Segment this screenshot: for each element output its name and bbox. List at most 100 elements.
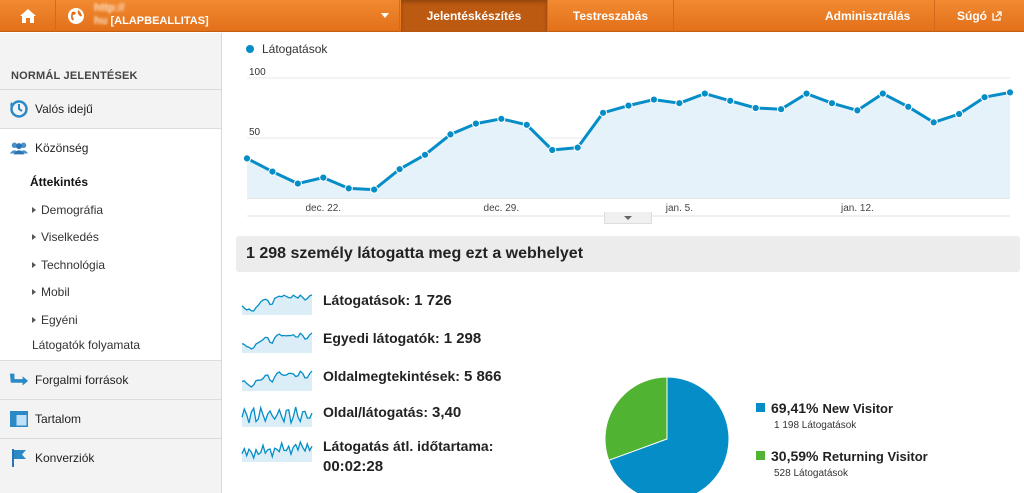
sparkline[interactable] bbox=[240, 363, 314, 391]
metric-value: 3,40 bbox=[432, 404, 462, 421]
data-point[interactable] bbox=[827, 99, 837, 108]
pie-slice-count: 528 Látogatások bbox=[774, 468, 848, 479]
data-point[interactable] bbox=[751, 103, 760, 113]
sparkline-area bbox=[242, 333, 312, 353]
x-tick-label: jan. 12. bbox=[840, 203, 874, 214]
data-point[interactable] bbox=[904, 102, 913, 111]
data-point[interactable] bbox=[370, 185, 379, 194]
sparkline-area bbox=[242, 295, 312, 315]
sparkline-line bbox=[241, 370, 313, 388]
home-button[interactable] bbox=[0, 0, 56, 32]
sidebar-subitem-visitors-flow[interactable]: Látogatók folyamata bbox=[32, 338, 141, 352]
sparkline[interactable] bbox=[240, 287, 314, 315]
top-nav-bar: http:// hu [ALAPBEALLITAS] Jelentéskészí… bbox=[0, 0, 1024, 32]
data-point[interactable] bbox=[777, 105, 786, 114]
traffic-arrow-icon bbox=[9, 370, 29, 390]
sparkline-line bbox=[241, 440, 313, 461]
metric-unique-visitors: Egyedi látogatók: 1 298 bbox=[240, 325, 500, 355]
sidebar-item-label: Közönség bbox=[35, 140, 89, 155]
tab-help[interactable]: Súgó bbox=[935, 0, 1024, 32]
flag-icon bbox=[9, 448, 29, 468]
metric-avg-visit-duration: Látogatás átl. időtartama: 00:02:28 bbox=[240, 434, 540, 482]
caret-right-icon bbox=[32, 261, 36, 268]
data-point[interactable] bbox=[497, 114, 506, 123]
data-point[interactable] bbox=[242, 154, 252, 163]
data-point[interactable] bbox=[268, 167, 277, 176]
data-point[interactable] bbox=[675, 99, 684, 108]
sidebar-item-traffic-sources[interactable]: Forgalmi források bbox=[0, 360, 221, 398]
sidebar-subitem-mobile[interactable]: Mobil bbox=[32, 285, 70, 299]
data-point[interactable] bbox=[624, 101, 633, 110]
data-point[interactable] bbox=[420, 150, 430, 159]
audience-icon bbox=[9, 138, 29, 158]
data-point[interactable] bbox=[471, 119, 480, 128]
pie-slice-count: 1 198 Látogatások bbox=[774, 420, 857, 431]
sidebar-subitem-demographics[interactable]: Demográfia bbox=[32, 203, 103, 217]
sidebar-item-content[interactable]: Tartalom bbox=[0, 399, 221, 437]
data-point[interactable] bbox=[395, 165, 404, 174]
sidebar-item-realtime[interactable]: Valós idejű bbox=[0, 89, 221, 127]
legend-label: Látogatások bbox=[262, 42, 328, 56]
sidebar-subitem-behavior[interactable]: Viselkedés bbox=[32, 230, 99, 244]
line-chart-plot[interactable]: 100 50 dec. 22. dec. 29. jan. 5. jan. 12. bbox=[236, 58, 1024, 226]
tab-admin[interactable]: Adminisztrálás bbox=[674, 0, 935, 32]
data-point[interactable] bbox=[598, 108, 608, 117]
data-point[interactable] bbox=[573, 143, 582, 152]
sidebar-subitem-label: Egyéni bbox=[41, 313, 78, 327]
sidebar-item-label: Valós idejű bbox=[35, 101, 93, 116]
sidebar-subitem-technology[interactable]: Technológia bbox=[32, 258, 105, 272]
x-tick-label: dec. 22. bbox=[306, 203, 342, 214]
chart-collapse-toggle[interactable] bbox=[604, 212, 652, 224]
sidebar-item-conversions[interactable]: Konverziók bbox=[0, 438, 221, 476]
account-url: http:// hu [ALAPBEALLITAS] bbox=[94, 2, 209, 28]
data-point[interactable] bbox=[548, 145, 557, 155]
metric-pages-per-visit: Oldal/látogatás: 3,40 bbox=[240, 399, 500, 429]
legend-swatch bbox=[246, 45, 254, 53]
sidebar-subitem-overview[interactable]: Áttekintés bbox=[30, 175, 89, 189]
clock-refresh-icon bbox=[9, 99, 29, 119]
account-selector[interactable]: http:// hu [ALAPBEALLITAS] bbox=[56, 0, 400, 32]
data-point[interactable] bbox=[980, 93, 989, 102]
account-url-line: http:// bbox=[94, 2, 125, 14]
pie-slice-name: New Visitor bbox=[822, 401, 894, 416]
data-point[interactable] bbox=[929, 118, 938, 127]
sidebar-item-label: Tartalom bbox=[35, 411, 82, 426]
data-point[interactable] bbox=[1005, 88, 1015, 97]
pie-slice[interactable] bbox=[604, 376, 668, 461]
data-point[interactable] bbox=[726, 96, 735, 105]
data-point[interactable] bbox=[955, 109, 964, 119]
pie-percent: 30,59% bbox=[771, 448, 819, 464]
data-point[interactable] bbox=[878, 89, 887, 98]
data-point[interactable] bbox=[293, 179, 302, 188]
data-point[interactable] bbox=[700, 89, 709, 98]
data-point[interactable] bbox=[446, 130, 455, 139]
chart-legend: Látogatások bbox=[246, 42, 327, 56]
tab-customization[interactable]: Testreszabás bbox=[548, 0, 674, 32]
content-icon bbox=[9, 409, 29, 429]
metric-value: 1 298 bbox=[443, 330, 482, 347]
metric-value: 00:02:28 bbox=[323, 458, 384, 475]
metric-label: Látogatások: bbox=[323, 292, 411, 308]
sparkline[interactable] bbox=[240, 399, 314, 427]
sidebar-subitem-custom[interactable]: Egyéni bbox=[32, 313, 78, 327]
sparkline-line bbox=[241, 405, 313, 426]
tab-reporting[interactable]: Jelentéskészítés bbox=[401, 0, 548, 32]
metric-label: Egyedi látogatók: bbox=[323, 330, 440, 346]
sidebar-item-audience[interactable]: Közönség bbox=[0, 128, 221, 166]
data-point[interactable] bbox=[319, 173, 328, 182]
pie-slice[interactable] bbox=[608, 376, 730, 493]
sidebar: NORMÁL JELENTÉSEK Valós idejű Közönség Á… bbox=[0, 33, 222, 493]
data-point[interactable] bbox=[853, 106, 862, 115]
sparkline[interactable] bbox=[240, 434, 314, 462]
data-point[interactable] bbox=[649, 95, 659, 104]
data-point[interactable] bbox=[344, 184, 353, 193]
sparkline[interactable] bbox=[240, 325, 314, 353]
data-point[interactable] bbox=[802, 89, 811, 98]
visitor-type-pie-chart[interactable] bbox=[604, 376, 730, 493]
sidebar-section-title: NORMÁL JELENTÉSEK bbox=[11, 70, 138, 82]
metric-value: 5 866 bbox=[463, 368, 502, 385]
metric-label: Látogatás átl. időtartama: bbox=[323, 438, 494, 454]
data-point[interactable] bbox=[522, 120, 531, 129]
area-fill bbox=[247, 92, 1010, 198]
account-view-name: [ALAPBEALLITAS] bbox=[110, 15, 209, 27]
